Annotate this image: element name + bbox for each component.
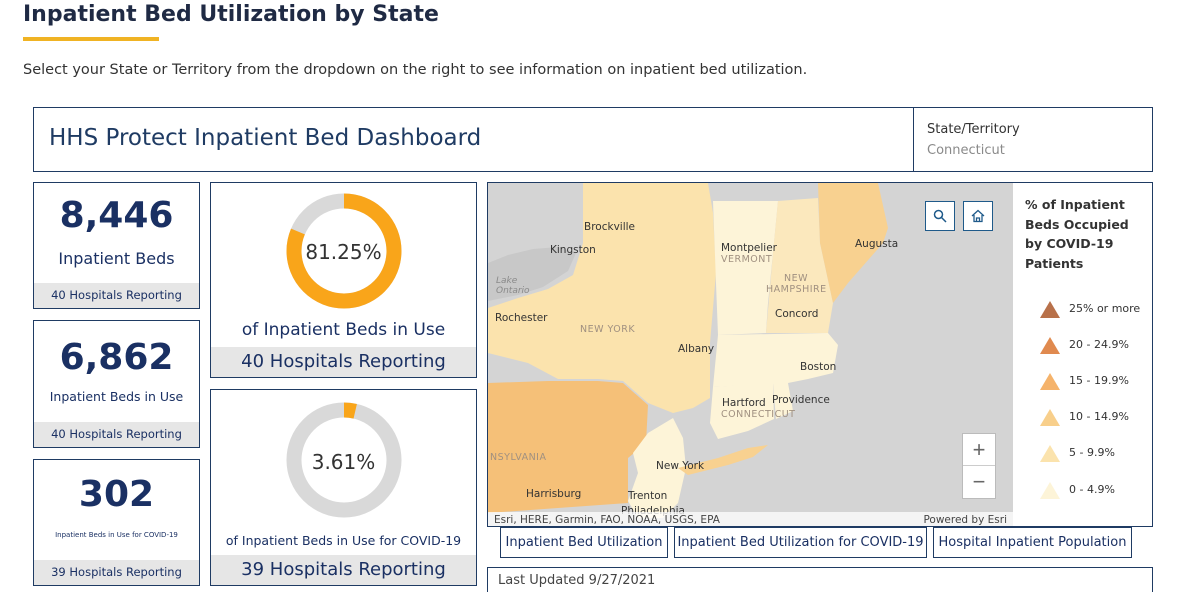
zoom-out-button[interactable]: − xyxy=(972,469,986,494)
new-hampshire xyxy=(766,198,833,333)
vermont xyxy=(713,201,778,335)
long-island xyxy=(678,445,768,475)
legend-swatch xyxy=(1040,301,1060,318)
map-label-harrisburg: Harrisburg xyxy=(526,488,582,500)
maine xyxy=(818,183,888,303)
legend-label: 20 - 24.9% xyxy=(1069,338,1129,351)
dashboard-header: HHS Protect Inpatient Bed Dashboard Stat… xyxy=(33,107,1153,172)
stat-label: Inpatient Beds in Use xyxy=(49,389,184,404)
page-title: Inpatient Bed Utilization by State xyxy=(23,2,439,27)
map-label-providence: Providence xyxy=(772,394,830,406)
stat-footer: 40 Hospitals Reporting xyxy=(34,422,199,447)
zoom-in-button[interactable]: + xyxy=(963,434,995,466)
map-label-kingston: Kingston xyxy=(550,244,596,256)
donut-card-beds-covid: 3.61% of Inpatient Beds in Use for COVID… xyxy=(210,389,477,586)
map-label-new-york-city: New York xyxy=(656,460,705,472)
state-divider xyxy=(913,108,914,171)
search-icon xyxy=(933,209,947,223)
donut-percent: 81.25% xyxy=(305,240,382,264)
map-label-new-hampshire: NEW HAMPSHIRE xyxy=(766,273,827,295)
legend-label: 25% or more xyxy=(1069,302,1141,315)
dashboard-title: HHS Protect Inpatient Bed Dashboard xyxy=(49,125,482,151)
connecticut xyxy=(710,383,774,439)
rhode-island xyxy=(773,383,793,419)
stat-value: 302 xyxy=(78,474,155,515)
map-attribution: Esri, HERE, Garmin, FAO, NOAA, USGS, EPA… xyxy=(488,512,1013,526)
map-label-new-york-state: NEW YORK xyxy=(580,324,636,335)
stat-value: 6,862 xyxy=(59,337,174,378)
donut-chart xyxy=(286,402,402,518)
map-label-concord: Concord xyxy=(775,308,819,320)
map-canvas[interactable]: Brockville Kingston Lake Ontario Rochest… xyxy=(488,183,1013,526)
stat-footer: 40 Hospitals Reporting xyxy=(34,283,199,308)
legend-label: 10 - 14.9% xyxy=(1069,410,1129,423)
last-updated-panel: Last Updated 9/27/2021 xyxy=(487,567,1153,592)
legend-label: 0 - 4.9% xyxy=(1069,483,1115,496)
donut-percent: 3.61% xyxy=(311,450,376,474)
legend-title: % of Inpatient Beds Occupied by COVID-19… xyxy=(1025,197,1129,271)
stat-card-inpatient-beds: 8,446 Inpatient Beds 40 Hospitals Report… xyxy=(33,182,200,309)
tab-inpatient-bed-utilization[interactable]: Inpatient Bed Utilization xyxy=(500,527,668,558)
donut-caption: of Inpatient Beds in Use xyxy=(241,320,446,340)
attribution-powered-by[interactable]: Powered by Esri xyxy=(923,514,1007,526)
map-label-rochester: Rochester xyxy=(495,312,548,324)
map-label-hartford: Hartford xyxy=(722,397,766,409)
map-label-albany: Albany xyxy=(678,343,715,355)
map-label-montpelier: Montpelier xyxy=(721,242,777,254)
donut-chart xyxy=(286,193,402,309)
donut-footer: 39 Hospitals Reporting xyxy=(211,555,476,585)
attribution-sources[interactable]: Esri, HERE, Garmin, FAO, NOAA, USGS, EPA xyxy=(494,514,720,526)
stat-label: Inpatient Beds xyxy=(58,249,175,268)
donut-fill xyxy=(286,402,402,518)
map-shapes xyxy=(488,183,888,518)
legend-label: 15 - 19.9% xyxy=(1069,374,1129,387)
legend-swatch xyxy=(1040,373,1060,390)
map-label-boston: Boston xyxy=(800,361,837,373)
tab-hospital-inpatient-population[interactable]: Hospital Inpatient Population xyxy=(933,527,1132,558)
pennsylvania xyxy=(488,381,648,513)
map-label-augusta: Augusta xyxy=(855,238,899,250)
legend-swatch xyxy=(1040,409,1060,426)
donut-card-beds-in-use: 81.25% of Inpatient Beds in Use 40 Hospi… xyxy=(210,182,477,378)
map-label-trenton: Trenton xyxy=(628,490,668,502)
new-jersey xyxy=(628,418,686,518)
stat-label: Inpatient Beds in Use for COVID-19 xyxy=(55,531,178,539)
map-label-connecticut: CONNECTICUT xyxy=(721,409,796,420)
stat-card-beds-covid: 302 Inpatient Beds in Use for COVID-19 3… xyxy=(33,459,200,586)
donut-fill xyxy=(286,193,402,309)
tab-inpatient-bed-utilization-covid[interactable]: Inpatient Bed Utilization for COVID-19 xyxy=(674,527,927,558)
state-dropdown-value[interactable]: Connecticut xyxy=(927,143,1005,158)
map-label-lake-ontario: Lake Ontario xyxy=(496,276,530,296)
title-underline xyxy=(23,37,159,41)
legend-label: 5 - 9.9% xyxy=(1069,446,1115,459)
map-search-button[interactable] xyxy=(925,201,955,231)
legend-swatch xyxy=(1040,482,1060,499)
donut-footer: 40 Hospitals Reporting xyxy=(211,347,476,377)
map-label-pennsylvania: NSYLVANIA xyxy=(490,452,547,463)
new-york-state xyxy=(488,183,716,413)
home-icon xyxy=(971,209,985,223)
map-panel: Brockville Kingston Lake Ontario Rochest… xyxy=(487,182,1153,527)
legend-swatch xyxy=(1040,337,1060,354)
massachusetts xyxy=(713,333,838,387)
stat-footer: 39 Hospitals Reporting xyxy=(34,560,199,585)
legend-swatch xyxy=(1040,445,1060,462)
map-home-button[interactable] xyxy=(963,201,993,231)
map-legend: % of Inpatient Beds Occupied by COVID-19… xyxy=(1013,183,1152,526)
lake-ontario xyxy=(488,247,576,301)
stat-card-beds-in-use: 6,862 Inpatient Beds in Use 40 Hospitals… xyxy=(33,320,200,448)
map-label-vermont: VERMONT xyxy=(721,254,773,265)
stat-value: 8,446 xyxy=(59,195,174,236)
intro-text: Select your State or Territory from the … xyxy=(23,62,808,78)
donut-caption: of Inpatient Beds in Use for COVID-19 xyxy=(225,533,462,548)
state-dropdown-label[interactable]: State/Territory xyxy=(927,122,1020,137)
last-updated-text: Last Updated 9/27/2021 xyxy=(498,573,656,588)
map-label-brockville: Brockville xyxy=(584,221,635,233)
zoom-control: + − xyxy=(962,433,996,499)
